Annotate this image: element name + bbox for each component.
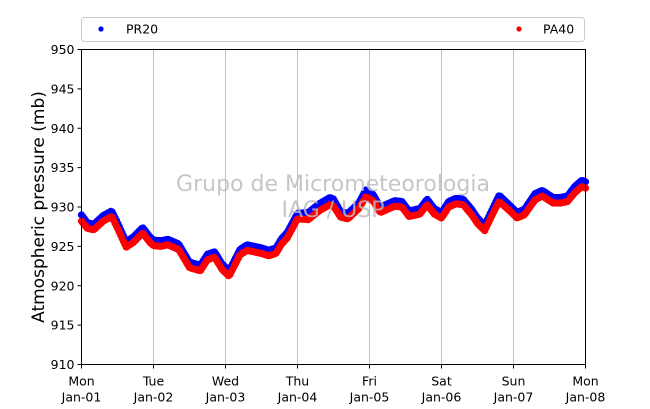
x-axis: MonJan-01TueJan-02WedJan-03ThuJan-04FriJ…	[61, 364, 606, 405]
legend-marker-pa40	[516, 26, 522, 32]
x-tick-day-7: Mon	[572, 374, 598, 389]
x-tick-day-1: Tue	[142, 374, 165, 389]
legend-label-pa40: PA40	[543, 22, 574, 37]
y-tick-label-910: 910	[51, 357, 75, 372]
x-tick-date-6: Jan-07	[493, 390, 534, 405]
x-tick-day-0: Mon	[68, 374, 94, 389]
watermark-line-1: Grupo de Micrometeorologia	[176, 172, 490, 197]
x-tick-day-2: Wed	[212, 374, 239, 389]
x-tick-date-3: Jan-04	[277, 390, 318, 405]
watermark-line-2: IAG / USP	[282, 198, 385, 223]
x-tick-date-4: Jan-05	[349, 390, 390, 405]
y-tick-label-935: 935	[51, 160, 75, 175]
y-tick-label-925: 925	[51, 239, 75, 254]
x-tick-day-6: Sun	[502, 374, 526, 389]
data-points	[77, 176, 590, 280]
x-tick-date-2: Jan-03	[205, 390, 246, 405]
x-tick-day-4: Fri	[362, 374, 377, 389]
y-tick-label-945: 945	[51, 81, 75, 96]
legend-box	[81, 17, 585, 42]
series-pa40	[77, 183, 590, 280]
legend-marker-pr20	[98, 26, 104, 32]
x-tick-day-3: Thu	[285, 374, 309, 389]
x-tick-date-1: Jan-02	[133, 390, 174, 405]
y-tick-label-930: 930	[51, 200, 75, 215]
x-tick-date-0: Jan-01	[61, 390, 102, 405]
y-tick-label-920: 920	[51, 278, 75, 293]
legend: PR20 PA40	[81, 17, 585, 42]
y-tick-label-950: 950	[51, 42, 75, 57]
x-tick-day-5: Sat	[431, 374, 452, 389]
legend-label-pr20: PR20	[126, 22, 158, 37]
y-axis: 910 915 920 925 930 935 940 945 950	[51, 42, 82, 372]
x-tick-date-5: Jan-06	[421, 390, 462, 405]
x-tick-date-7: Jan-08	[565, 390, 606, 405]
watermark: Grupo de Micrometeorologia IAG / USP	[176, 172, 490, 223]
y-tick-label-915: 915	[51, 318, 75, 333]
y-tick-label-940: 940	[51, 121, 75, 136]
y-axis-title: Atmospheric pressure (mb)	[29, 91, 49, 323]
